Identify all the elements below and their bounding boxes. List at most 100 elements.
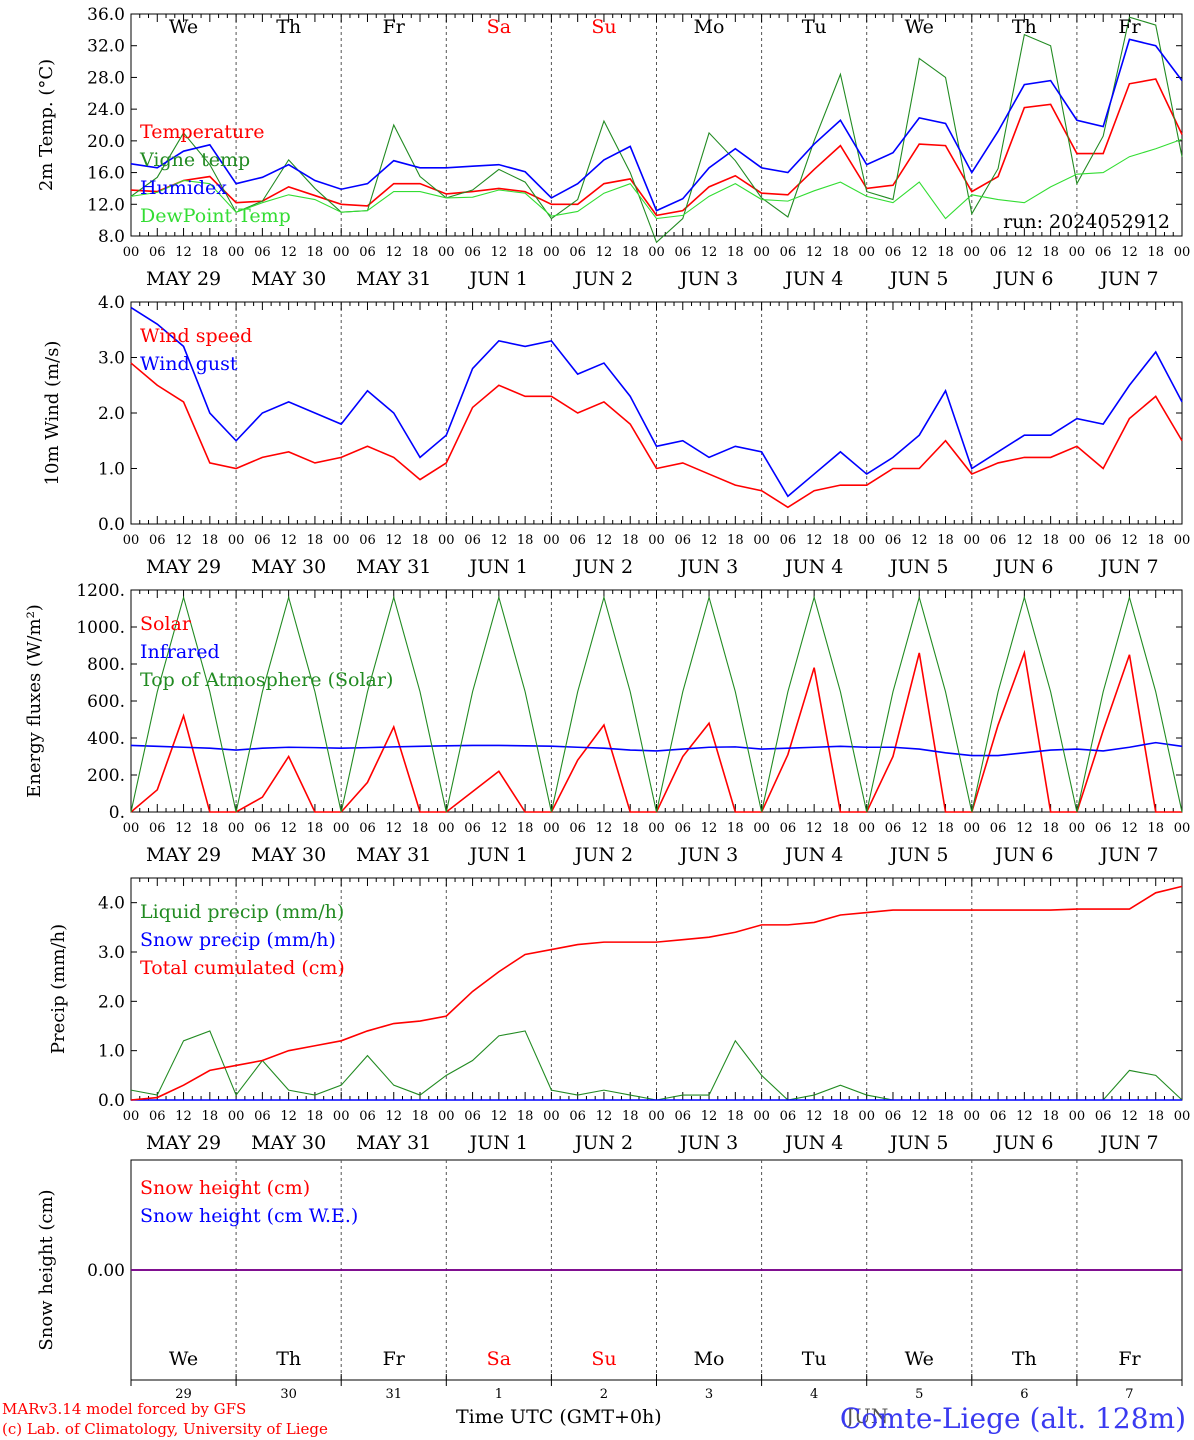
weekday-label: Tu [802,16,827,38]
hour-tick-label: 18 [412,533,429,548]
date-label: JUN 3 [678,556,738,578]
date-label: MAY 31 [356,268,431,290]
y-tick-label: 24.0 [87,100,125,120]
hour-tick-label: 06 [990,1109,1007,1124]
hour-tick-label: 06 [990,245,1007,260]
hour-tick-label: 00 [1069,821,1086,836]
hour-tick-label: 00 [228,533,245,548]
hour-tick-label: 00 [648,1109,665,1124]
hour-tick-label: 12 [175,245,192,260]
day-number-label: 7 [1125,1387,1133,1402]
time-axis-label: Time UTC (GMT+0h) [456,1406,662,1428]
hour-tick-label: 18 [937,1109,954,1124]
hour-tick-label: 00 [1069,245,1086,260]
hour-tick-label: 12 [280,533,297,548]
hour-tick-label: 00 [123,1109,140,1124]
legend-entry: Humidex [140,177,227,199]
weekday-label-bottom: Fr [1118,1348,1141,1370]
hour-tick-label: 12 [385,533,402,548]
legend-entry: Top of Atmosphere (Solar) [140,669,393,691]
hour-tick-label: 00 [543,821,560,836]
date-label: MAY 29 [146,844,221,866]
day-number-label: 5 [915,1387,923,1402]
date-label: JUN 2 [573,556,633,578]
legend-entry: Wind gust [140,353,238,375]
hour-tick-label: 18 [307,1109,324,1124]
y-tick-label: 4.0 [98,894,125,914]
hour-tick-label: 06 [359,533,376,548]
series-line [130,138,1183,220]
hour-tick-label: 06 [675,245,692,260]
y-tick-label: 12.0 [87,195,125,215]
hour-tick-label: 18 [1042,533,1059,548]
hour-tick-label: 12 [596,821,613,836]
weekday-label-bottom: Sa [487,1348,511,1370]
hour-tick-label: 12 [175,533,192,548]
day-number-label: 6 [1020,1387,1028,1402]
day-number-label: 4 [810,1387,818,1402]
hour-tick-label: 00 [123,245,140,260]
date-label: MAY 29 [146,1132,221,1154]
weekday-label-bottom: Su [591,1348,616,1370]
hour-tick-label: 12 [806,245,823,260]
hour-tick-label: 18 [1042,821,1059,836]
legend-entry: DewPoint Temp [140,205,291,227]
hour-tick-label: 18 [832,1109,849,1124]
weekday-label: Fr [383,16,406,38]
day-number-label: 30 [280,1387,297,1402]
hour-tick-label: 18 [412,245,429,260]
hour-tick-label: 18 [622,821,639,836]
weekday-label: Fr [1118,16,1141,38]
date-label: JUN 3 [678,844,738,866]
hour-tick-label: 12 [491,1109,508,1124]
legend-entry: Liquid precip (mm/h) [140,901,344,923]
y-tick-label: 20.0 [87,132,125,152]
hour-tick-label: 06 [569,1109,586,1124]
series-line [130,362,1183,509]
hour-tick-label: 12 [175,821,192,836]
y-tick-label: 3.0 [98,349,125,369]
date-label: JUN 6 [993,1132,1053,1154]
y-tick-label: 16.0 [87,164,125,184]
hour-tick-label: 18 [1147,533,1164,548]
hour-tick-label: 12 [701,821,718,836]
series-line [130,741,1183,757]
date-label: JUN 4 [783,844,843,866]
y-tick-label: 400. [87,729,125,749]
hour-tick-label: 00 [964,1109,981,1124]
hour-tick-label: 06 [780,533,797,548]
hour-tick-label: 12 [596,245,613,260]
hour-tick-label: 18 [517,245,534,260]
y-tick-label: 1.0 [98,1042,125,1062]
weekday-label: We [169,16,198,38]
y-tick-label: 28.0 [87,68,125,88]
y-tick-label: 600. [87,692,125,712]
date-label: JUN 5 [888,1132,948,1154]
hour-tick-label: 06 [885,821,902,836]
weekday-label-bottom: Mo [694,1348,725,1370]
weekday-label-bottom: We [169,1348,198,1370]
legend-entry: Infrared [140,641,220,663]
hour-tick-label: 00 [1069,1109,1086,1124]
y-tick-label: 0.00 [87,1261,125,1281]
hour-tick-label: 06 [464,821,481,836]
hour-tick-label: 18 [517,821,534,836]
date-label: JUN 7 [1098,1132,1158,1154]
legend-entry: Temperature [140,121,264,143]
date-label: MAY 31 [356,1132,431,1154]
hour-tick-label: 12 [806,1109,823,1124]
hour-tick-label: 06 [990,821,1007,836]
hour-tick-label: 00 [858,245,875,260]
run-label: run: 2024052912 [1003,211,1170,233]
hour-tick-label: 18 [307,821,324,836]
day-number-label: 3 [705,1387,713,1402]
y-tick-label: 3.0 [98,943,125,963]
series-line [130,595,1183,813]
date-label: JUN 4 [783,1132,843,1154]
y-tick-label: 32.0 [87,37,125,57]
hour-tick-label: 06 [675,1109,692,1124]
hour-tick-label: 06 [675,533,692,548]
series-line [130,885,1183,1101]
hour-tick-label: 12 [911,821,928,836]
hour-tick-label: 06 [359,821,376,836]
